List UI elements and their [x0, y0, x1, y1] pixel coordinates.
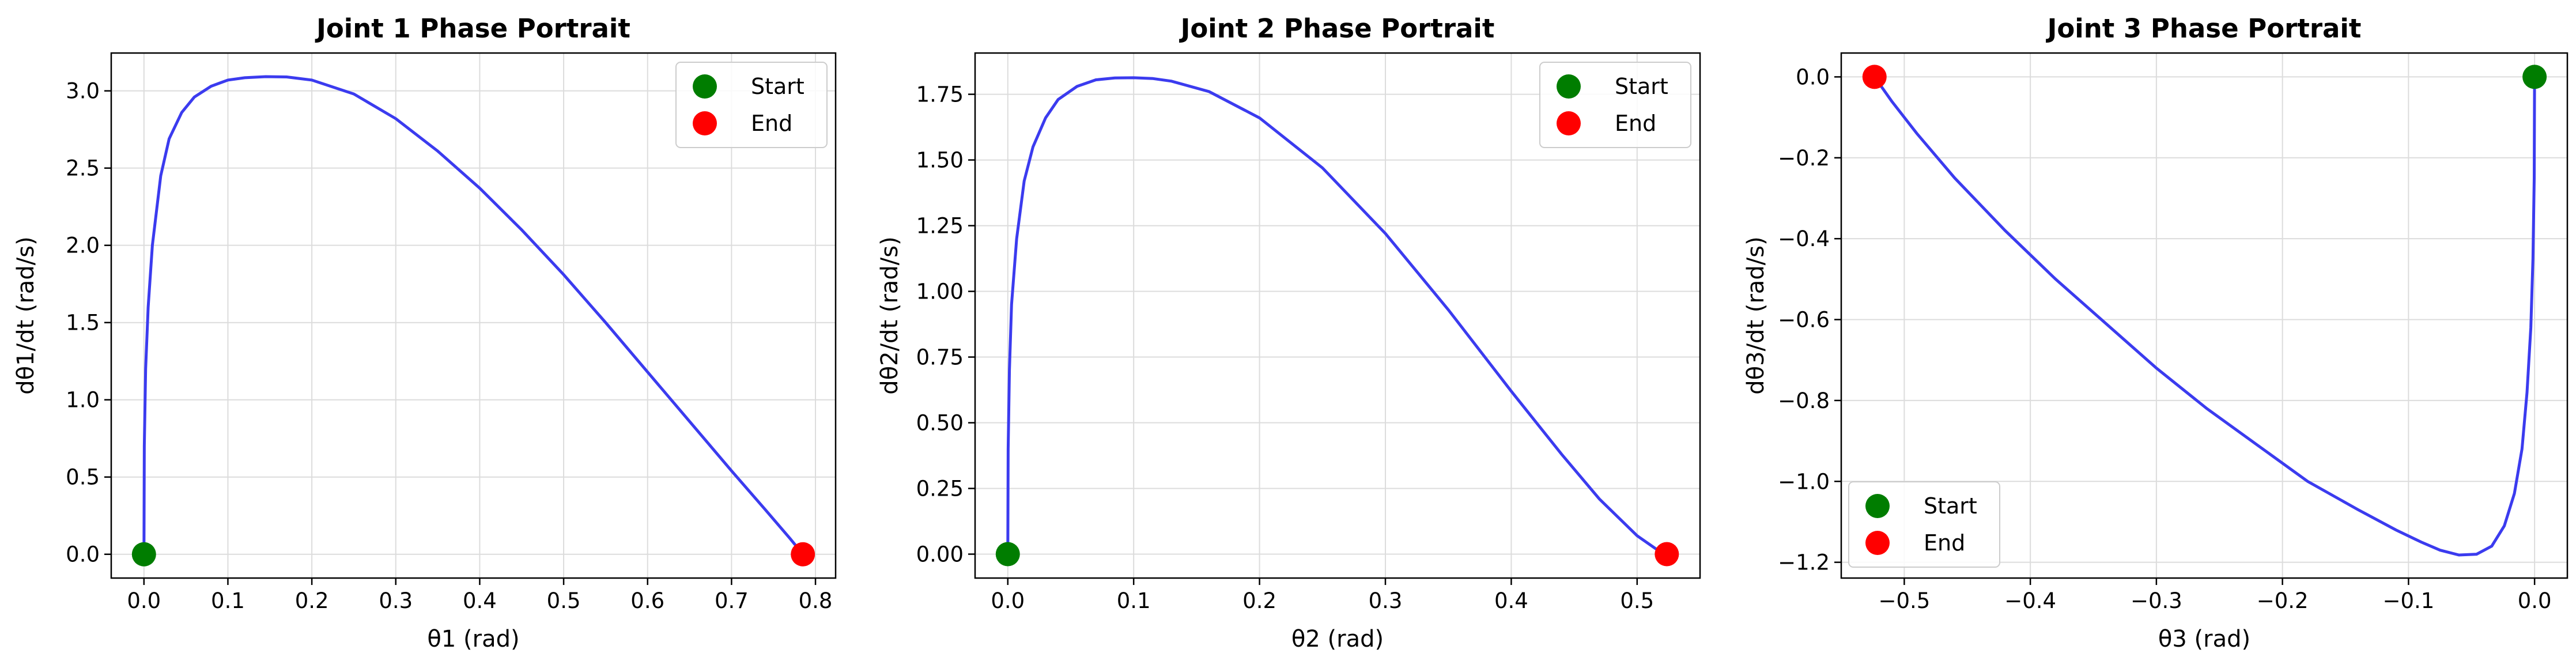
- legend-end-marker: [1865, 531, 1890, 555]
- y-tick-label: 1.0: [66, 388, 100, 413]
- y-tick-label: 1.75: [916, 82, 964, 107]
- y-tick-label: 0.50: [916, 411, 964, 436]
- x-tick-label: −0.2: [2257, 588, 2309, 613]
- y-axis-label: dθ2/dt (rad/s): [877, 236, 903, 394]
- x-tick-label: 0.5: [547, 588, 581, 613]
- x-tick-label: 0.3: [1369, 588, 1403, 613]
- x-tick-label: 0.8: [799, 588, 833, 613]
- y-axis-label: dθ3/dt (rad/s): [1743, 236, 1769, 394]
- end-marker: [791, 542, 815, 567]
- axes-frame: [974, 52, 1701, 579]
- plot-area: 0.0 0.1 0.2 0.3 0.4 0.5 0.6 0.7 0.8 0.0 0.5 1.0 1.5 2…: [66, 52, 837, 613]
- phase-trajectory-line: [1873, 75, 2536, 557]
- legend: [1539, 62, 1691, 148]
- x-tick-label: 0.7: [715, 588, 749, 613]
- x-axis-label: θ2 (rad): [1291, 626, 1384, 652]
- x-tick-label: 0.0: [2518, 588, 2552, 613]
- y-tick-label: 0.75: [916, 345, 964, 370]
- x-tick-label: 0.5: [1620, 588, 1654, 613]
- end-marker: [1655, 542, 1679, 567]
- x-tick-label: −0.1: [2382, 588, 2434, 613]
- x-tick-label: 0.4: [1494, 588, 1528, 613]
- plot-area: 0.0 0.1 0.2 0.3 0.4 0.5 0.00 0.25 0.50 0.75 1.00 1.…: [916, 52, 1701, 613]
- y-axis-label: dθ1/dt (rad/s): [13, 236, 39, 394]
- y-tick-label: 2.0: [66, 233, 100, 258]
- phase-trajectory-line: [1006, 76, 1668, 556]
- legend-end-marker: [693, 111, 717, 135]
- x-tick-label: −0.3: [2131, 588, 2182, 613]
- legend-start-marker: [693, 74, 717, 99]
- y-tick-label: −0.2: [1778, 146, 1830, 171]
- y-tick-label: −0.4: [1778, 226, 1830, 251]
- y-tick-label: −1.0: [1778, 469, 1830, 494]
- y-tick-label: 0.25: [916, 477, 964, 501]
- x-tick-label: −0.4: [2004, 588, 2056, 613]
- legend-end-label: End: [751, 111, 792, 136]
- y-tick-label: 0.5: [66, 465, 100, 490]
- y-tick-label: −0.6: [1778, 308, 1830, 333]
- y-tick-label: 1.00: [916, 280, 964, 304]
- x-axis-label: θ3 (rad): [2158, 626, 2250, 652]
- start-marker: [2522, 65, 2547, 89]
- legend-end-marker: [1557, 111, 1581, 135]
- x-tick-label: 0.4: [463, 588, 497, 613]
- panel-title: Joint 1 Phase Portrait: [315, 13, 630, 44]
- y-tick-label: 1.50: [916, 148, 964, 173]
- y-tick-label: −1.2: [1778, 550, 1830, 575]
- x-tick-label: 0.0: [991, 588, 1025, 613]
- legend-start-label: Start: [751, 74, 804, 99]
- legend-start-label: Start: [1924, 493, 1977, 519]
- y-tick-label: 0.0: [1796, 65, 1830, 89]
- axes-frame: [110, 52, 837, 579]
- legend: [1848, 481, 2000, 568]
- legend-end-label: End: [1615, 111, 1656, 136]
- x-axis-label: θ1 (rad): [427, 626, 519, 652]
- x-tick-label: 0.2: [295, 588, 329, 613]
- legend-start-label: Start: [1615, 74, 1668, 99]
- legend-end-label: End: [1924, 530, 1965, 556]
- x-tick-label: 0.6: [630, 588, 664, 613]
- y-tick-label: 0.00: [916, 542, 964, 567]
- panel-title: Joint 2 Phase Portrait: [1179, 13, 1495, 44]
- x-tick-label: 0.2: [1242, 588, 1276, 613]
- panel-title: Joint 3 Phase Portrait: [2046, 13, 2362, 44]
- x-tick-label: 0.1: [211, 588, 245, 613]
- legend-start-marker: [1865, 494, 1890, 518]
- y-tick-label: 1.25: [916, 214, 964, 239]
- y-tick-label: −0.8: [1778, 388, 1830, 413]
- x-tick-label: −0.5: [1878, 588, 1930, 613]
- joint-1-phase-portrait-panel: 0.0 0.1 0.2 0.3 0.4 0.5 0.6 0.7 0.8 0.0 0.5 1.0 1.5 2…: [13, 13, 837, 652]
- axes-frame: [1840, 52, 2569, 579]
- x-tick-label: 0.3: [379, 588, 413, 613]
- end-marker: [1862, 65, 1887, 89]
- joint-3-phase-portrait-panel: −0.5 −0.4 −0.3 −0.2 −0.1 0.0 −1.2 −1.0 −0.8 −0.6 −…: [1743, 13, 2569, 652]
- y-tick-label: 0.0: [66, 542, 100, 567]
- legend: [675, 62, 828, 148]
- y-tick-label: 1.5: [66, 311, 100, 335]
- joint-2-phase-portrait-panel: 0.0 0.1 0.2 0.3 0.4 0.5 0.00 0.25 0.50 0.75 1.00 1.…: [877, 13, 1701, 652]
- y-tick-label: 2.5: [66, 156, 100, 181]
- y-tick-label: 3.0: [66, 79, 100, 104]
- start-marker: [995, 542, 1020, 567]
- start-marker: [131, 542, 156, 567]
- x-tick-label: 0.0: [127, 588, 161, 613]
- phase-trajectory-line: [142, 75, 804, 556]
- x-tick-label: 0.1: [1117, 588, 1151, 613]
- legend-start-marker: [1557, 74, 1581, 99]
